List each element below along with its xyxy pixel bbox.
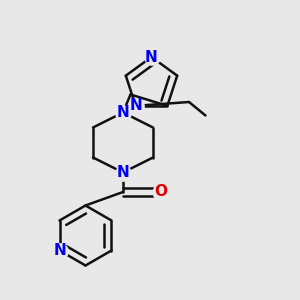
Text: O: O: [154, 184, 168, 200]
Text: N: N: [117, 165, 129, 180]
Text: N: N: [53, 243, 66, 258]
Text: N: N: [129, 98, 142, 113]
Text: N: N: [145, 50, 158, 64]
Text: N: N: [117, 105, 129, 120]
